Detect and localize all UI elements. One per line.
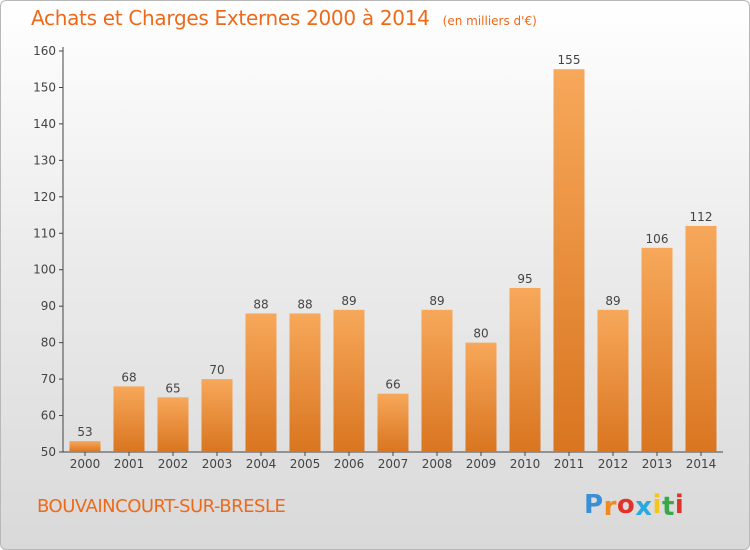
logo-letter: r [603,492,617,522]
logo-letter: x [635,492,653,522]
data-label: 89 [341,294,356,308]
x-tick-label: 2013 [642,457,673,471]
y-tick-label: 140 [33,117,56,131]
y-tick-label: 80 [41,336,56,350]
chart-title: Achats et Charges Externes 2000 à 2014 [31,6,430,30]
data-label: 89 [429,294,444,308]
logo-letter: o [616,490,636,520]
data-label: 106 [646,232,669,246]
bar [201,379,233,452]
data-label: 155 [558,53,581,67]
data-label: 53 [77,425,92,439]
bar [641,247,673,452]
commune-name: BOUVAINCOURT-SUR-BRESLE [37,496,286,517]
chart-unit-label: (en milliers d'€) [442,14,537,28]
y-tick-label: 120 [33,190,56,204]
y-tick-label: 100 [33,263,56,277]
y-tick-label: 160 [33,44,56,58]
data-label: 70 [209,363,224,377]
axes: 50 60 70 80 90 100 110 120 130 140 150 160 [33,44,723,459]
bar [597,309,629,452]
y-tick-label: 90 [41,299,56,313]
bar [553,69,585,453]
bar [509,287,541,452]
x-tick-label: 2006 [334,457,365,471]
data-label: 65 [165,381,180,395]
y-tick-label: 130 [33,153,56,167]
title-line: Achats et Charges Externes 2000 à 2014 (… [31,6,537,30]
bar [113,386,145,452]
data-label: 66 [385,378,400,392]
x-tick-label: 2001 [114,457,145,471]
y-tick-label: 60 [41,409,56,423]
data-label: 80 [473,327,488,341]
x-tick-label: 2005 [290,457,321,471]
labels: 53 2000 68 2001 65 2002 70 2003 88 2004 88 2005 89 20… [70,53,717,471]
data-label: 88 [253,297,268,311]
y-tick-label: 150 [33,80,56,94]
logo-letter: P [584,490,604,520]
x-tick-label: 2008 [422,457,453,471]
x-tick-label: 2003 [202,457,233,471]
bar [465,342,497,452]
bar [333,309,365,452]
x-tick-label: 2009 [466,457,497,471]
x-tick-label: 2000 [70,457,101,471]
x-tick-label: 2002 [158,457,189,471]
data-label: 88 [297,297,312,311]
data-label: 68 [121,370,136,384]
x-tick-label: 2012 [598,457,629,471]
logo-letter: t [661,492,675,522]
x-tick-label: 2007 [378,457,409,471]
y-tick-label: 50 [41,445,56,459]
bar [157,397,189,452]
logo-letter: i [674,490,685,520]
logo-letter: i [652,490,662,520]
bar [685,225,717,452]
data-label: 112 [690,210,713,224]
bars [69,69,717,453]
data-label: 95 [517,272,532,286]
proxiti-logo: Proxiti [584,490,685,522]
bar [69,441,101,452]
y-tick-label: 110 [33,226,56,240]
bar [421,309,453,452]
x-tick-label: 2010 [510,457,541,471]
bar [377,393,409,452]
x-tick-label: 2011 [554,457,585,471]
x-tick-label: 2004 [246,457,277,471]
x-tick-label: 2014 [686,457,717,471]
y-tick-label: 70 [41,372,56,386]
bar [289,313,321,452]
bar [245,313,277,452]
data-label: 89 [605,294,620,308]
